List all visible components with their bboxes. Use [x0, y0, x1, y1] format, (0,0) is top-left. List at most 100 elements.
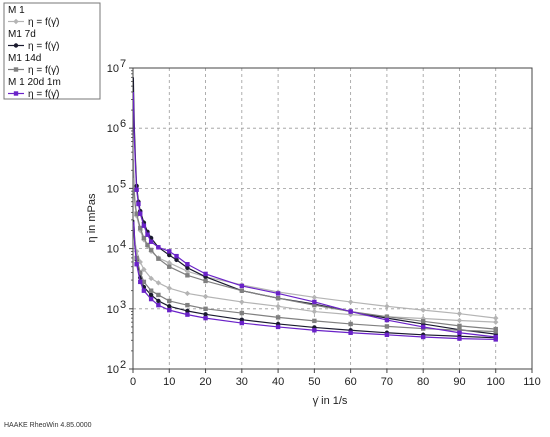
data-point: [137, 259, 143, 265]
legend-swatch-marker: [13, 43, 19, 48]
legend-series-entry: η = f(γ̇): [28, 65, 59, 76]
data-point: [312, 299, 317, 305]
data-point: [167, 304, 172, 309]
data-point: [203, 315, 208, 321]
x-tick-label: 80: [417, 376, 429, 388]
legend-series-name: M 1 20d 1m: [8, 77, 61, 88]
data-point: [138, 225, 143, 231]
data-point: [456, 310, 463, 317]
x-tick-label: 90: [453, 376, 465, 388]
data-point: [347, 299, 354, 305]
series-3: [133, 159, 498, 334]
software-footer: HAAKE RheoWin 4.85.0000: [4, 422, 92, 429]
data-point: [185, 273, 190, 278]
y-tick-label: 10: [107, 123, 119, 135]
y-tick-label: 10: [107, 244, 119, 256]
legend-swatch-marker: [13, 18, 19, 25]
data-point: [384, 317, 390, 323]
data-point: [493, 319, 499, 325]
y-axis-label: η in mPas: [86, 193, 98, 242]
data-point: [134, 211, 139, 216]
data-point: [166, 260, 172, 266]
data-point: [203, 312, 208, 317]
data-point: [141, 279, 147, 285]
legend-series-name: M1 14d: [8, 53, 41, 64]
data-point: [185, 308, 190, 314]
data-point: [384, 324, 390, 329]
data-point: [275, 303, 281, 310]
data-point: [138, 279, 143, 285]
data-point: [420, 324, 426, 330]
x-axis-label: γ̇ in 1/s: [313, 395, 348, 407]
x-tick-label: 0: [130, 376, 136, 388]
data-point: [312, 318, 317, 324]
data-point: [239, 320, 245, 326]
data-point: [155, 280, 162, 286]
data-point: [134, 255, 139, 261]
data-point: [420, 307, 426, 313]
y-tick-exponent: 4: [120, 239, 126, 251]
data-point: [184, 290, 191, 297]
x-tick-label: 50: [308, 376, 320, 388]
x-tick-label: 110: [523, 376, 541, 388]
data-point: [156, 245, 161, 250]
data-point: [239, 317, 245, 322]
data-point: [185, 302, 190, 308]
data-point: [145, 242, 150, 248]
data-point: [348, 309, 353, 314]
legend-series-entry: η = f(γ̇): [28, 17, 59, 28]
data-point: [148, 247, 154, 253]
data-point: [138, 211, 143, 216]
data-point: [148, 275, 154, 282]
data-point: [148, 296, 154, 302]
data-point: [156, 302, 161, 308]
data-point: [311, 308, 318, 315]
data-point: [185, 262, 190, 267]
data-point: [148, 292, 154, 298]
legend-series-entry: η = f(γ̇): [28, 89, 59, 100]
data-point: [457, 336, 462, 341]
data-point: [493, 334, 498, 340]
y-tick-exponent: 2: [120, 359, 126, 371]
data-point: [141, 223, 147, 228]
series-4: [133, 91, 498, 342]
y-tick-exponent: 6: [120, 118, 126, 130]
data-point: [203, 306, 208, 311]
data-point: [167, 249, 172, 254]
data-point: [185, 312, 190, 317]
data-point: [275, 291, 281, 296]
data-point: [167, 307, 172, 313]
data-point: [134, 262, 139, 267]
data-point: [275, 315, 281, 320]
data-point: [348, 321, 353, 327]
data-point: [457, 323, 462, 329]
data-point: [457, 330, 462, 335]
data-point: [148, 239, 154, 244]
data-point: [156, 292, 161, 298]
data-point: [202, 293, 209, 300]
data-point: [239, 283, 245, 289]
data-point: [311, 294, 318, 301]
data-point: [493, 315, 499, 321]
legend-swatch-marker: [13, 67, 19, 72]
data-point: [493, 337, 498, 342]
y-tick-label: 10: [107, 63, 119, 75]
data-point: [141, 235, 147, 241]
data-point: [203, 271, 208, 277]
x-tick-label: 100: [487, 376, 505, 388]
data-point: [138, 270, 143, 275]
legend-series-entry: η = f(γ̇): [28, 41, 59, 52]
data-point: [184, 268, 191, 274]
data-point: [239, 299, 245, 305]
x-tick-label: 30: [236, 376, 248, 388]
data-point: [457, 328, 462, 333]
data-point: [384, 314, 390, 319]
data-point: [167, 264, 172, 269]
plot-grid: [133, 68, 532, 369]
legend-series-name: M 1: [8, 5, 25, 16]
data-point: [275, 295, 281, 301]
data-point: [156, 298, 161, 304]
data-point: [420, 319, 426, 324]
